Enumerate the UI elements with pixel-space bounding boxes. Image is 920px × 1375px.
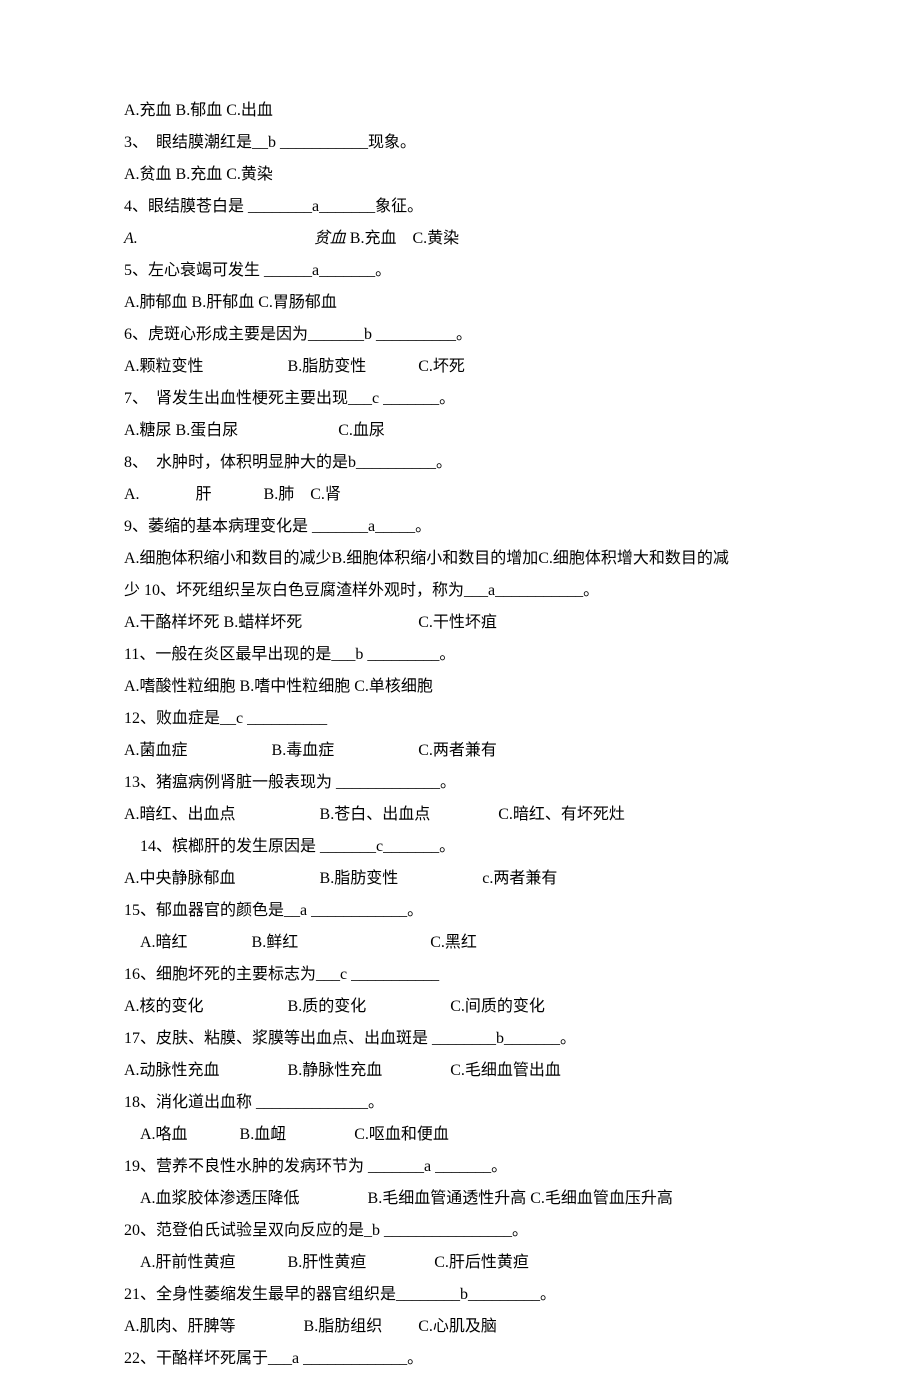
question-6-options: A.颗粒变性 B.脂肪变性 C.坏死 <box>124 351 796 383</box>
question-16-options: A.核的变化 B.质的变化 C.间质的变化 <box>124 991 796 1023</box>
question-4: 4、眼结膜苍白是 ________a_______象征。 <box>124 191 796 223</box>
question-21: 21、全身性萎缩发生最早的器官组织是________b_________。 <box>124 1279 796 1311</box>
question-9: 9、萎缩的基本病理变化是 _______a_____。 <box>124 511 796 543</box>
question-4-options: A. 贫血 B.充血 C.黄染 <box>124 223 796 255</box>
question-17: 17、皮肤、粘膜、浆膜等出血点、出血斑是 ________b_______。 <box>124 1023 796 1055</box>
question-18: 18、消化道出血称 ______________。 <box>124 1087 796 1119</box>
question-10-options: A.干酪样坏死 B.蜡样坏死 C.干性坏疽 <box>124 607 796 639</box>
question-9-options-part2-and-10: 少 10、坏死组织呈灰白色豆腐渣样外观时，称为___a___________。 <box>124 575 796 607</box>
question-19: 19、营养不良性水肿的发病环节为 _______a _______。 <box>124 1151 796 1183</box>
question-11-options: A.嗜酸性粒细胞 B.嗜中性粒细胞 C.单核细胞 <box>124 671 796 703</box>
question-3-options: A.贫血 B.充血 C.黄染 <box>124 159 796 191</box>
question-5: 5、左心衰竭可发生 ______a_______。 <box>124 255 796 287</box>
question-9-options-part1: A.细胞体积缩小和数目的减少B.细胞体积缩小和数目的增加C.细胞体积增大和数目的… <box>124 543 796 575</box>
question-14: 14、槟榔肝的发生原因是 _______c_______。 <box>124 831 796 863</box>
question-13-options: A.暗红、出血点 B.苍白、出血点 C.暗红、有坏死灶 <box>124 799 796 831</box>
question-22: 22、干酪样坏死属于___a _____________。 <box>124 1343 796 1375</box>
option-a-italic: A. <box>124 230 138 247</box>
question-2-options: A.充血 B.郁血 C.出血 <box>124 95 796 127</box>
question-18-options: A.咯血 B.血衄 C.呕血和便血 <box>124 1119 796 1151</box>
question-16: 16、细胞坏死的主要标志为___c ___________ <box>124 959 796 991</box>
question-15: 15、郁血器官的颜色是__a ____________。 <box>124 895 796 927</box>
question-14-options: A.中央静脉郁血 B.脂肪变性 c.两者兼有 <box>124 863 796 895</box>
question-20: 20、范登伯氏试验呈双向反应的是_b ________________。 <box>124 1215 796 1247</box>
question-6: 6、虎斑心形成主要是因为_______b __________。 <box>124 319 796 351</box>
question-5-options: A.肺郁血 B.肝郁血 C.胃肠郁血 <box>124 287 796 319</box>
question-21-options: A.肌肉、肝脾等 B.脂肪组织 C.心肌及脑 <box>124 1311 796 1343</box>
question-7: 7、 肾发生出血性梗死主要出现___c _______。 <box>124 383 796 415</box>
question-15-options: A.暗红 B.鲜红 C.黑红 <box>124 927 796 959</box>
question-8: 8、 水肿时，体积明显肿大的是b__________。 <box>124 447 796 479</box>
question-8-options: A. 肝 B.肺 C.肾 <box>124 479 796 511</box>
question-12-options: A.菌血症 B.毒血症 C.两者兼有 <box>124 735 796 767</box>
question-20-options: A.肝前性黄疸 B.肝性黄疸 C.肝后性黄疸 <box>124 1247 796 1279</box>
question-3: 3、 眼结膜潮红是__b ___________现象。 <box>124 127 796 159</box>
question-12: 12、败血症是__c __________ <box>124 703 796 735</box>
question-19-options: A.血浆胶体渗透压降低 B.毛细血管通透性升高 C.毛细血管血压升高 <box>124 1183 796 1215</box>
question-11: 11、一般在炎区最早出现的是___b _________。 <box>124 639 796 671</box>
question-7-options: A.糖尿 B.蛋白尿 C.血尿 <box>124 415 796 447</box>
question-13: 13、猪瘟病例肾脏一般表现为 _____________。 <box>124 767 796 799</box>
question-17-options: A.动脉性充血 B.静脉性充血 C.毛细血管出血 <box>124 1055 796 1087</box>
option-a-answer-italic: 贫血 <box>314 230 346 247</box>
option-bc: B.充血 C.黄染 <box>346 230 459 247</box>
